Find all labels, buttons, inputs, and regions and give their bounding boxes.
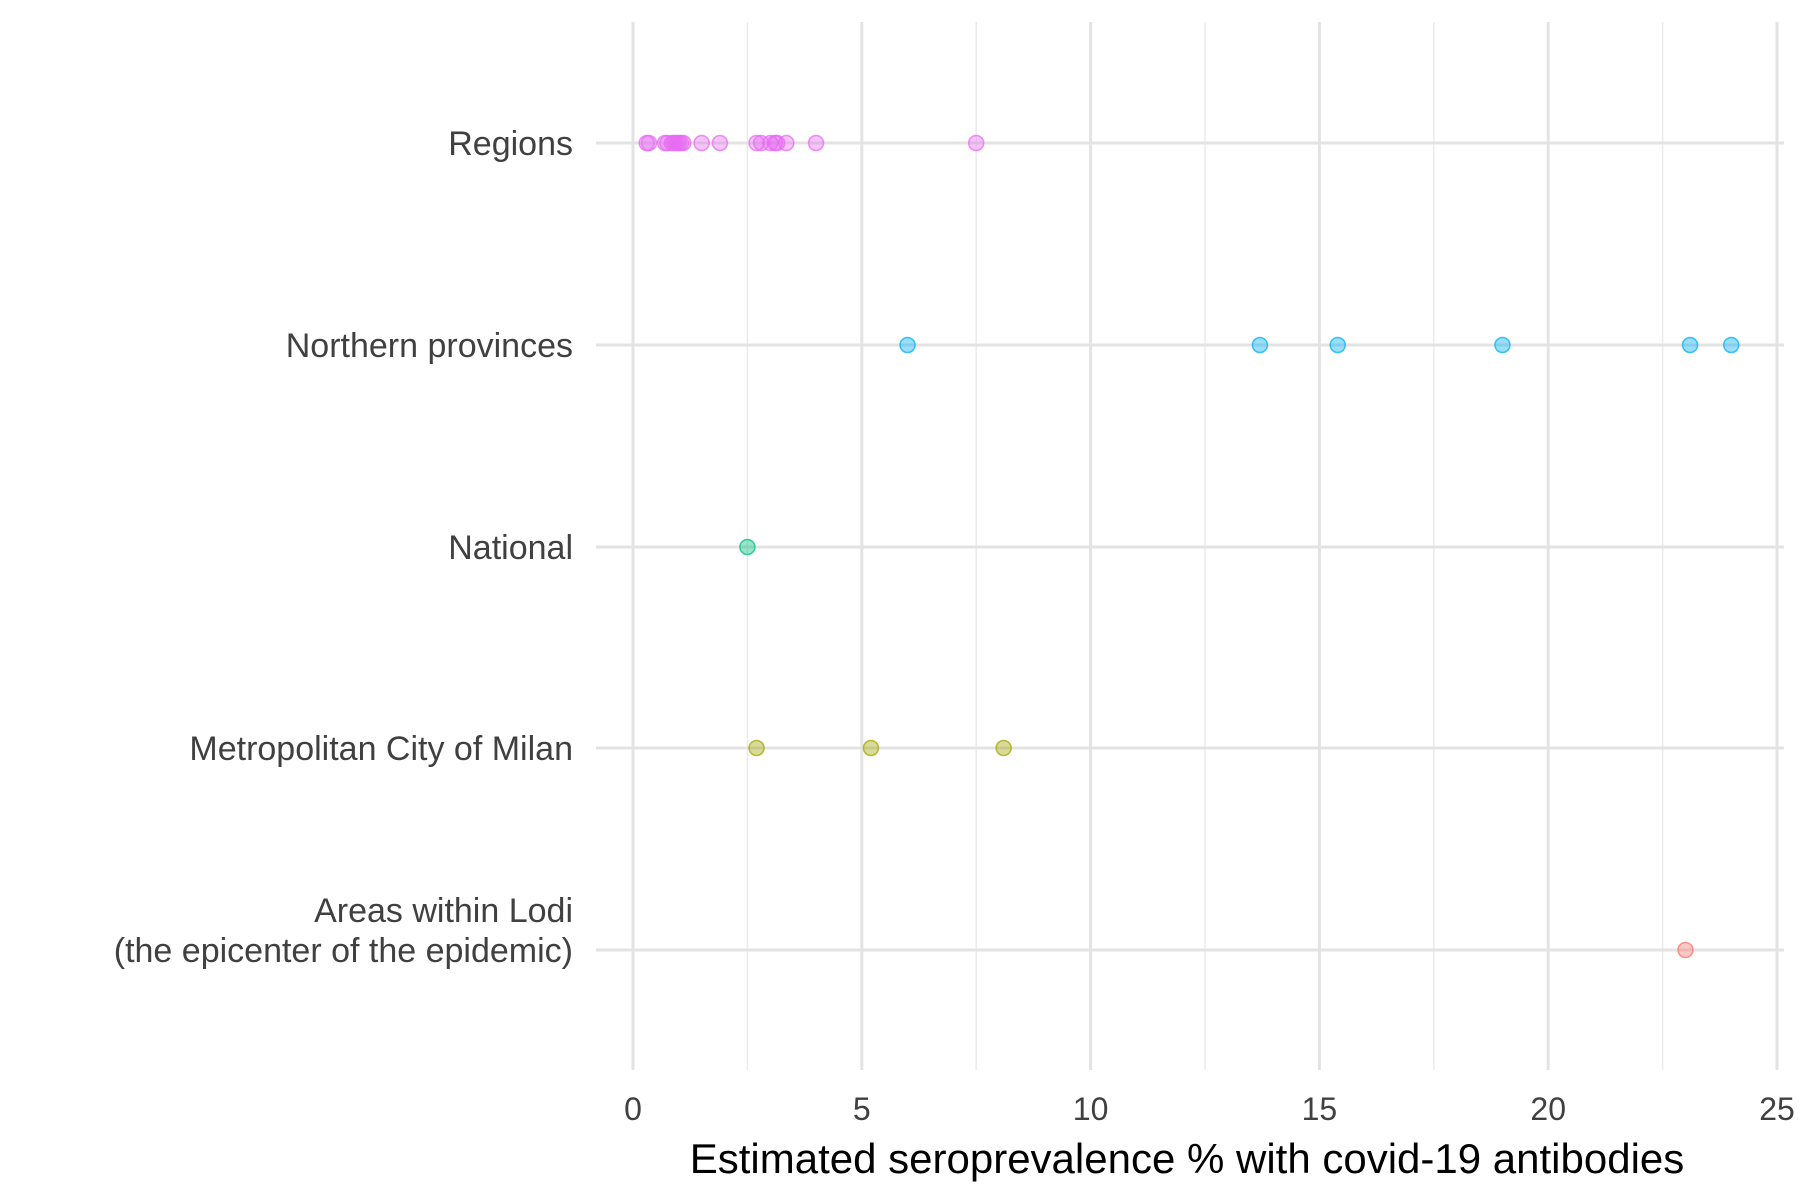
grid [596,22,1784,1070]
data-point [807,134,825,152]
data-point [995,739,1012,757]
x-axis-tick-labels: 0 5 10 15 20 25 [624,1091,1795,1127]
data-point [675,134,692,152]
data-point [778,134,795,152]
data-point [768,134,786,152]
data-point [640,134,658,152]
data-point [739,538,756,556]
x-tick-label: 20 [1530,1091,1566,1127]
data-point [1677,941,1694,959]
x-tick-label: 0 [624,1091,642,1127]
x-tick-label: 15 [1302,1091,1338,1127]
y-category-label: Metropolitan City of Milan [189,730,573,768]
data-point [1494,336,1511,354]
data-point [862,739,880,757]
data-point [899,336,916,354]
data-point [711,134,729,152]
y-category-label: National [448,529,573,567]
y-axis-labels: Regions Northern provinces National Metropo… [114,125,573,970]
data-point [967,134,985,152]
data-point [1681,336,1699,354]
data-point [1722,336,1740,354]
y-category-label: Northern provinces [286,327,573,365]
data-point [1251,336,1269,354]
data-points [638,134,1740,959]
x-tick-label: 5 [853,1091,871,1127]
data-point [748,134,765,152]
x-axis-title: Estimated seroprevalence % with covid-19… [690,1135,1685,1182]
data-point [752,134,770,152]
y-category-label: Regions [448,125,573,163]
data-point [1329,336,1346,354]
x-tick-label: 25 [1759,1091,1795,1127]
data-point [748,739,765,757]
y-category-label: Areas within Lodi (the epicenter of the e… [114,892,573,970]
data-point [693,134,710,152]
x-tick-label: 10 [1073,1091,1109,1127]
